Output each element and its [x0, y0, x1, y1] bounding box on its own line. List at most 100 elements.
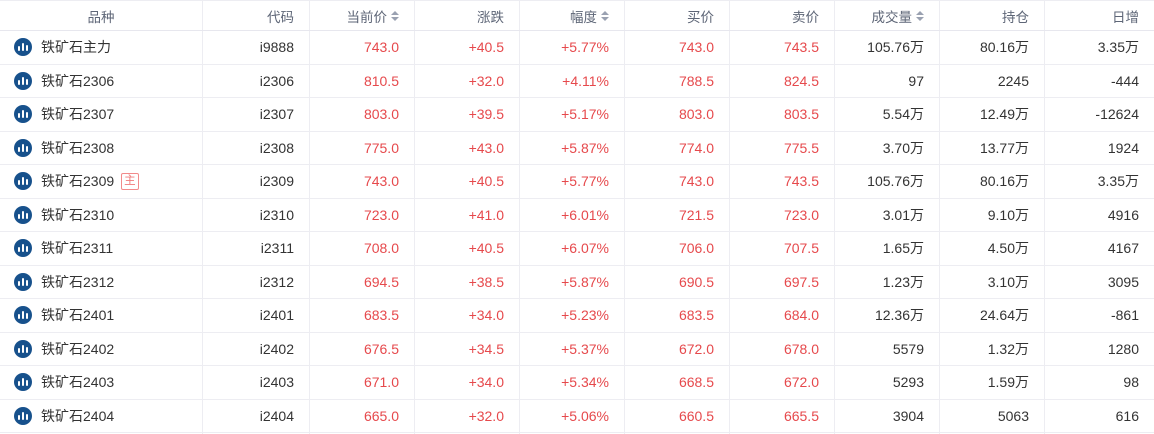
bar-chart-icon[interactable] — [14, 339, 32, 358]
bar-chart-icon[interactable] — [14, 138, 32, 157]
change-cell: +40.5 — [415, 232, 520, 265]
bid-cell: 774.0 — [625, 131, 730, 164]
variety-cell: 铁矿石2309 主 — [0, 165, 203, 198]
bar-chart-icon[interactable] — [14, 239, 32, 258]
pct-cell: +5.87% — [520, 265, 625, 298]
price-cell: 676.5 — [310, 332, 415, 365]
open_interest-cell: 9.10万 — [940, 198, 1045, 231]
column-header-label: 当前价 — [346, 9, 388, 25]
bar-chart-icon[interactable] — [14, 205, 32, 224]
column-header-bid: 买价 — [625, 1, 730, 30]
bid-cell: 803.0 — [625, 98, 730, 131]
pct-cell: +5.06% — [520, 399, 625, 432]
daily_increase-cell: 1280 — [1107, 340, 1139, 357]
code-cell: i2401 — [203, 299, 310, 332]
column-header-pct[interactable]: 幅度 — [520, 1, 625, 30]
volume-cell: 1.65万 — [835, 232, 940, 265]
variety-name: 铁矿石2403 — [41, 374, 115, 391]
variety-name: 铁矿石2306 — [41, 72, 115, 89]
volume-cell: 1.23万 — [835, 265, 940, 298]
table-row[interactable]: 铁矿石2306 i2306 810.5 +32.0 +4.11% 788.5 824.5 97… — [0, 64, 1154, 98]
table-row[interactable]: 铁矿石2307 i2307 803.0 +39.5 +5.17% 803.0 803.5 5.… — [0, 98, 1154, 132]
volume-cell: 105.76万 — [835, 31, 940, 64]
variety-cell: 铁矿石2403 — [0, 366, 203, 399]
pct-cell: +5.17% — [520, 98, 625, 131]
sort-icon[interactable] — [601, 10, 609, 21]
column-header-price[interactable]: 当前价 — [310, 1, 415, 30]
table-row[interactable]: 铁矿石2312 i2312 694.5 +38.5 +5.87% 690.5 697.5 1.… — [0, 265, 1154, 299]
change-cell: +38.5 — [415, 265, 520, 298]
change-cell: +41.0 — [415, 198, 520, 231]
variety-name: 铁矿石主力 — [41, 39, 111, 56]
price-cell: 803.0 — [310, 98, 415, 131]
table-row[interactable]: 铁矿石2402 i2402 676.5 +34.5 +5.37% 672.0 678.0 55… — [0, 332, 1154, 366]
ask-cell: 743.5 — [730, 31, 835, 64]
table-row[interactable]: 铁矿石主力 i9888 743.0 +40.5 +5.77% 743.0 743.5 105.… — [0, 31, 1154, 65]
header-row: 品种 代码 当前价 涨跌 幅度 买价 卖价 成交量 持仓 日增 — [0, 1, 1154, 31]
column-header-volume[interactable]: 成交量 — [835, 1, 940, 30]
pct-cell: +5.77% — [520, 165, 625, 198]
table-row[interactable]: 铁矿石2308 i2308 775.0 +43.0 +5.87% 774.0 775.5 3.… — [0, 131, 1154, 165]
open_interest-cell: 5063 — [940, 399, 1045, 432]
ask-cell: 697.5 — [730, 265, 835, 298]
daily_increase-cell: 3095 — [1107, 273, 1139, 290]
open_interest-cell: 3.10万 — [940, 265, 1045, 298]
sort-icon[interactable] — [916, 10, 924, 21]
bar-chart-icon[interactable] — [14, 306, 32, 325]
bar-chart-icon[interactable] — [14, 272, 32, 291]
open_interest-cell: 80.16万 — [940, 31, 1045, 64]
column-header-change: 涨跌 — [415, 1, 520, 30]
volume-cell: 12.36万 — [835, 299, 940, 332]
code-cell: i2307 — [203, 98, 310, 131]
variety-cell: 铁矿石主力 — [0, 31, 203, 64]
change-cell: +40.5 — [415, 31, 520, 64]
price-cell: 708.0 — [310, 232, 415, 265]
variety-name: 铁矿石2309 — [41, 173, 115, 190]
change-cell: +39.5 — [415, 98, 520, 131]
variety-name: 铁矿石2402 — [41, 340, 115, 357]
bid-cell: 788.5 — [625, 64, 730, 97]
sort-icon[interactable] — [391, 10, 399, 21]
code-cell: i2309 — [203, 165, 310, 198]
column-header-label: 日增 — [1112, 9, 1139, 25]
table-row[interactable]: 铁矿石2401 i2401 683.5 +34.0 +5.23% 683.5 684.0 12… — [0, 299, 1154, 333]
bid-cell: 743.0 — [625, 165, 730, 198]
column-header-variety: 品种 — [0, 1, 203, 30]
ask-cell: 684.0 — [730, 299, 835, 332]
daily_increase-cell: 3.35万 — [1097, 39, 1139, 56]
price-cell: 810.5 — [310, 64, 415, 97]
variety-cell: 铁矿石2306 — [0, 64, 203, 97]
daily_increase-cell: 616 — [1115, 407, 1139, 424]
volume-cell: 3.01万 — [835, 198, 940, 231]
bar-chart-icon[interactable] — [14, 71, 32, 90]
ask-cell: 678.0 — [730, 332, 835, 365]
change-cell: +40.5 — [415, 165, 520, 198]
code-cell: i2306 — [203, 64, 310, 97]
column-header-code: 代码 — [203, 1, 310, 30]
bar-chart-icon[interactable] — [14, 105, 32, 124]
variety-name: 铁矿石2308 — [41, 139, 115, 156]
volume-cell: 105.76万 — [835, 165, 940, 198]
bar-chart-icon[interactable] — [14, 172, 32, 191]
bid-cell: 706.0 — [625, 232, 730, 265]
table-row[interactable]: 铁矿石2404 i2404 665.0 +32.0 +5.06% 660.5 665.5 39… — [0, 399, 1154, 433]
code-cell: i2403 — [203, 366, 310, 399]
table-row[interactable]: 铁矿石2403 i2403 671.0 +34.0 +5.34% 668.5 672.0 52… — [0, 366, 1154, 400]
volume-cell: 97 — [835, 64, 940, 97]
table-row[interactable]: 铁矿石2310 i2310 723.0 +41.0 +6.01% 721.5 723.0 3.… — [0, 198, 1154, 232]
column-header-label: 成交量 — [871, 9, 913, 25]
bar-chart-icon[interactable] — [14, 406, 32, 425]
volume-cell: 3904 — [835, 399, 940, 432]
column-header-label: 代码 — [267, 9, 294, 25]
table-header: 品种 代码 当前价 涨跌 幅度 买价 卖价 成交量 持仓 日增 — [0, 1, 1154, 31]
ask-cell: 803.5 — [730, 98, 835, 131]
bid-cell: 660.5 — [625, 399, 730, 432]
bar-chart-icon[interactable] — [14, 373, 32, 392]
bar-chart-icon[interactable] — [14, 38, 32, 57]
daily_increase-cell: 98 — [1123, 374, 1139, 391]
table-row[interactable]: 铁矿石2309 主 i2309 743.0 +40.5 +5.77% 743.0 743.5 1… — [0, 165, 1154, 199]
price-cell: 723.0 — [310, 198, 415, 231]
table-row[interactable]: 铁矿石2311 i2311 708.0 +40.5 +6.07% 706.0 707.5 1.… — [0, 232, 1154, 266]
ask-cell: 775.5 — [730, 131, 835, 164]
pct-cell: +5.77% — [520, 31, 625, 64]
